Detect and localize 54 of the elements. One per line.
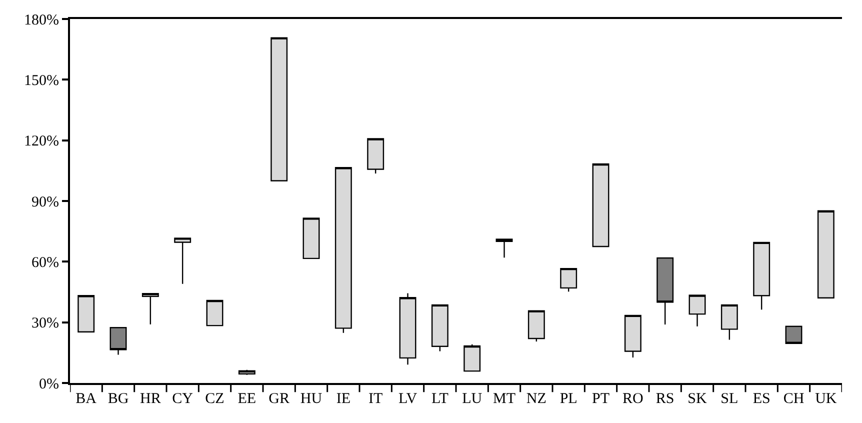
candlestick bbox=[367, 138, 384, 174]
x-tick-label: CH bbox=[783, 391, 804, 407]
candlestick bbox=[174, 238, 192, 285]
candlestick bbox=[528, 310, 545, 342]
y-tick-label: 150% bbox=[24, 72, 59, 89]
y-tick-label: 60% bbox=[32, 254, 59, 271]
candlestick bbox=[624, 314, 642, 358]
y-tick-label: 30% bbox=[32, 316, 59, 332]
candlestick bbox=[399, 292, 416, 366]
candlestick bbox=[110, 326, 127, 356]
x-tick-label: BG bbox=[108, 391, 129, 407]
candlestick bbox=[431, 304, 448, 352]
y-tick-label: 0% bbox=[39, 376, 59, 392]
y-tick-label: 120% bbox=[24, 134, 59, 150]
candlestick bbox=[753, 242, 770, 310]
x-tick-label: CZ bbox=[205, 391, 224, 407]
candlestick bbox=[592, 163, 610, 248]
x-tick-label: ES bbox=[752, 391, 770, 407]
x-tick-label: EE bbox=[238, 391, 256, 407]
x-tick-label: HU bbox=[300, 391, 322, 407]
candlestick bbox=[302, 218, 320, 260]
x-tick-label: NZ bbox=[526, 391, 546, 407]
x-tick-label: GR bbox=[268, 391, 290, 407]
candlestick bbox=[656, 257, 674, 326]
candlestick bbox=[270, 37, 288, 182]
x-tick-label: LV bbox=[398, 391, 418, 407]
x-tick-label: PL bbox=[560, 391, 578, 407]
x-tick-label: LU bbox=[462, 391, 482, 407]
x-tick-label: PT bbox=[592, 391, 610, 407]
y-tick-label: 180% bbox=[24, 12, 59, 28]
x-tick-label: MT bbox=[493, 391, 516, 407]
y-tick-label: 90% bbox=[32, 194, 59, 210]
candlestick bbox=[142, 293, 159, 325]
candlestick bbox=[78, 295, 95, 332]
x-tick-label: IE bbox=[336, 391, 351, 407]
candlestick bbox=[785, 326, 802, 344]
candlestick bbox=[720, 304, 738, 340]
candlestick bbox=[496, 238, 513, 258]
x-tick-label: BA bbox=[76, 391, 97, 407]
candlestick bbox=[560, 268, 578, 292]
candlestick bbox=[688, 294, 706, 327]
x-tick-label: HR bbox=[140, 391, 161, 407]
x-tick-label: CY bbox=[172, 391, 194, 407]
x-tick-label: LT bbox=[431, 391, 448, 407]
candlestick bbox=[334, 167, 352, 334]
candlestick bbox=[464, 344, 481, 372]
candlestick bbox=[817, 210, 834, 298]
x-tick-label: RS bbox=[656, 391, 674, 407]
x-tick-label: SK bbox=[688, 391, 707, 407]
candlestick bbox=[206, 300, 224, 326]
x-tick-label: IT bbox=[368, 391, 383, 407]
x-tick-label: UK bbox=[815, 391, 837, 407]
x-tick-label: RO bbox=[622, 391, 644, 407]
x-tick-label: SL bbox=[720, 391, 738, 407]
